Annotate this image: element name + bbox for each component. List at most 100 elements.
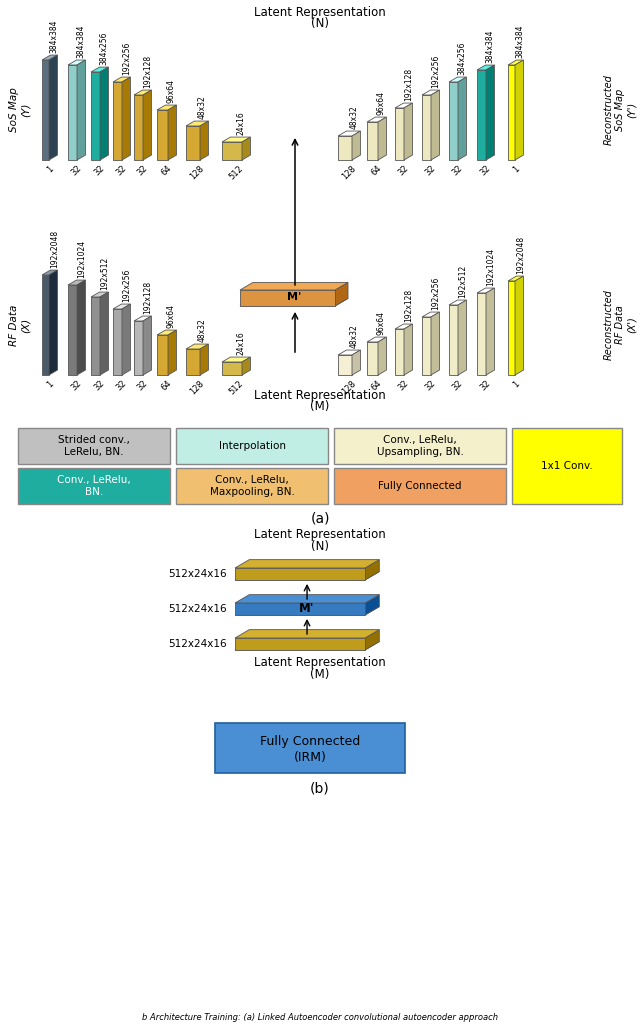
Text: 512: 512 [227,164,245,181]
Polygon shape [134,95,143,159]
Polygon shape [122,77,131,159]
Text: 64: 64 [370,379,383,393]
Polygon shape [458,77,467,159]
Text: 192x128: 192x128 [143,281,152,314]
Text: 32: 32 [136,164,150,178]
Polygon shape [486,288,495,375]
Polygon shape [352,131,360,159]
Polygon shape [242,357,250,375]
Polygon shape [431,312,440,375]
Polygon shape [515,276,524,375]
Text: 48x32: 48x32 [197,96,206,119]
Text: 384x384: 384x384 [516,25,525,58]
Polygon shape [242,137,250,159]
Polygon shape [515,60,524,159]
Polygon shape [352,350,360,375]
Text: 192x256: 192x256 [122,42,131,75]
Text: 192x256: 192x256 [431,55,440,88]
Polygon shape [113,77,131,82]
Polygon shape [508,65,515,159]
Text: Conv., LeRelu,
Maxpooling, BN.: Conv., LeRelu, Maxpooling, BN. [209,475,294,497]
Polygon shape [49,270,58,375]
Text: M': M' [287,292,301,301]
Text: 96x64: 96x64 [377,91,386,115]
Text: Reconstructed
SoS Map
(Y'): Reconstructed SoS Map (Y') [604,74,637,145]
Polygon shape [235,642,380,650]
Text: 128: 128 [340,379,358,396]
Text: (b): (b) [310,781,330,795]
Polygon shape [100,67,108,159]
Polygon shape [512,428,622,504]
Text: 32: 32 [115,164,129,178]
Polygon shape [91,67,108,72]
Polygon shape [42,275,49,375]
Text: b Architecture Training: (a) Linked Autoencoder convolutional autoencoder approa: b Architecture Training: (a) Linked Auto… [142,1013,498,1022]
Polygon shape [486,65,495,159]
Polygon shape [235,568,365,580]
Polygon shape [222,142,242,159]
Polygon shape [367,338,387,342]
Polygon shape [143,316,152,375]
Text: 96x64: 96x64 [167,304,176,328]
Text: 64: 64 [370,164,383,178]
Text: Conv., LeRelu,
BN.: Conv., LeRelu, BN. [57,475,131,497]
Text: 24x16: 24x16 [236,111,245,135]
Polygon shape [395,329,404,375]
Polygon shape [508,60,524,65]
Polygon shape [200,121,209,159]
Text: 384x384: 384x384 [77,25,86,58]
Polygon shape [335,282,348,306]
Polygon shape [222,137,250,142]
Polygon shape [449,305,458,375]
Text: 32: 32 [479,164,493,178]
Polygon shape [157,105,177,110]
Polygon shape [215,723,405,773]
Polygon shape [113,309,122,375]
Polygon shape [186,349,200,375]
Polygon shape [68,280,86,285]
Polygon shape [338,131,360,136]
Text: 192x128: 192x128 [404,68,413,101]
Polygon shape [431,91,440,159]
Text: 192x128: 192x128 [143,55,152,88]
Text: 32: 32 [397,164,411,178]
Polygon shape [365,560,380,580]
Polygon shape [338,355,352,375]
Text: 384x384: 384x384 [50,20,59,54]
Polygon shape [365,595,380,615]
Polygon shape [395,324,412,329]
Text: Latent Representation: Latent Representation [254,528,386,541]
Text: 512x24x16: 512x24x16 [168,639,227,649]
Text: 384x256: 384x256 [100,32,109,65]
Polygon shape [422,312,440,317]
Polygon shape [477,288,495,293]
Text: 192x512: 192x512 [458,264,467,298]
Polygon shape [91,72,100,159]
Text: 384x384: 384x384 [486,30,495,63]
Polygon shape [240,282,348,290]
Polygon shape [334,468,506,504]
Polygon shape [365,630,380,650]
Text: (N): (N) [311,540,329,553]
Text: 1: 1 [511,164,521,174]
Polygon shape [240,290,335,306]
Text: 192x256: 192x256 [122,269,131,303]
Text: 192x2048: 192x2048 [50,229,59,269]
Text: SoS Map
(Y): SoS Map (Y) [9,87,31,133]
Polygon shape [49,56,58,159]
Polygon shape [235,630,380,638]
Text: 96x64: 96x64 [377,311,386,335]
Text: 32: 32 [451,164,465,178]
Text: 32: 32 [93,164,107,178]
Polygon shape [477,293,486,375]
Polygon shape [404,103,412,159]
Polygon shape [378,338,387,375]
Text: Fully Connected: Fully Connected [260,735,360,747]
Text: 48x32: 48x32 [349,324,358,348]
Text: 128: 128 [188,379,206,396]
Polygon shape [68,65,77,159]
Text: Fully Connected: Fully Connected [378,481,461,491]
Polygon shape [235,572,380,580]
Polygon shape [134,321,143,375]
Polygon shape [77,60,86,159]
